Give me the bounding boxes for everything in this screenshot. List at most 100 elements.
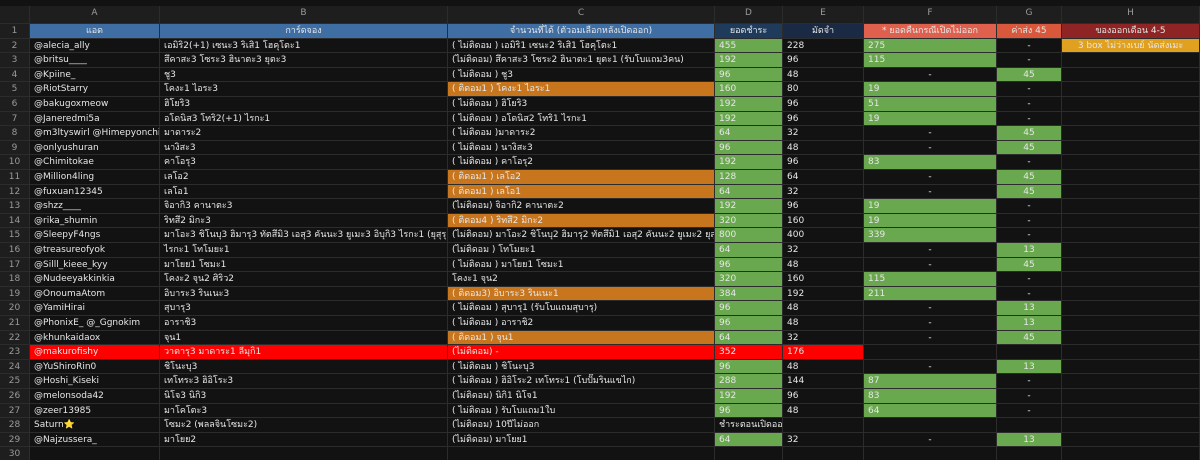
row-number[interactable]: 29 — [0, 432, 30, 448]
cell[interactable]: ( ติดอม3) อิบาระ3 รินเนะ1 — [448, 286, 715, 302]
cell[interactable]: 96 — [715, 403, 783, 419]
cell[interactable]: (ไม่ติดอม) สึคาสะ3 โซระ2 ฮินาตะ1 ยุตะ1 (… — [448, 53, 715, 68]
row-number[interactable]: 5 — [0, 82, 30, 97]
cell[interactable]: 384 — [715, 286, 783, 302]
cell[interactable]: 87 — [864, 374, 997, 389]
cell[interactable]: - — [864, 257, 997, 273]
cell[interactable]: 115 — [864, 272, 997, 287]
cell[interactable]: - — [997, 155, 1062, 170]
cell[interactable]: ( ไม่ติดอม ) เอมิริ1 เซนะ2 ริเสิ1 โฮคุโต… — [448, 38, 715, 54]
cell[interactable]: @RiotStarry — [30, 82, 160, 97]
cell[interactable]: 96 — [783, 111, 864, 127]
cell[interactable]: 13 — [997, 359, 1062, 375]
cell[interactable]: @onlyushuran — [30, 140, 160, 156]
cell[interactable]: 45 — [997, 67, 1062, 83]
row-number[interactable]: 16 — [0, 243, 30, 258]
cell[interactable] — [1062, 199, 1200, 214]
row-number[interactable]: 11 — [0, 170, 30, 185]
cell[interactable]: 800 — [715, 228, 783, 243]
cell[interactable]: โคงะ1 จุน2 — [448, 272, 715, 287]
cell[interactable]: @Janeredmi5a — [30, 111, 160, 127]
cell[interactable] — [1062, 228, 1200, 243]
row-number[interactable]: 10 — [0, 155, 30, 170]
cell[interactable]: 45 — [997, 170, 1062, 185]
cell[interactable]: 32 — [783, 243, 864, 258]
cell[interactable]: ( ไม่ติดอม ) อาราชิ2 — [448, 316, 715, 331]
cell[interactable] — [997, 447, 1062, 460]
cell[interactable]: (ไม่ติดอม) - — [448, 345, 715, 360]
cell[interactable]: 339 — [864, 228, 997, 243]
cell[interactable] — [1062, 286, 1200, 302]
cell[interactable]: 96 — [715, 301, 783, 316]
cell[interactable]: - — [864, 432, 997, 448]
cell[interactable]: 96 — [783, 389, 864, 404]
row-number[interactable]: 27 — [0, 403, 30, 419]
cell[interactable]: 160 — [783, 213, 864, 229]
cell[interactable]: คาโอรุ3 — [160, 155, 448, 170]
cell[interactable]: ( ติดอม1 ) เลโอ1 — [448, 184, 715, 200]
cell[interactable]: 32 — [783, 184, 864, 200]
cell[interactable] — [864, 345, 997, 360]
cell[interactable]: @britsu____ — [30, 53, 160, 68]
cell[interactable]: 64 — [715, 243, 783, 258]
cell[interactable]: สึคาสะ3 โซระ3 ฮินาตะ3 ยุตะ3 — [160, 53, 448, 68]
cell[interactable]: โคงะ1 ไอระ3 — [160, 82, 448, 97]
cell[interactable]: 144 — [783, 374, 864, 389]
cell[interactable]: 3 box ไม่ว่างเบย์ นัดส่งเมะ — [1062, 38, 1200, 54]
cell[interactable]: 96 — [715, 257, 783, 273]
cell[interactable]: โซมะ2 (พลลจินโซมะ2) — [160, 418, 448, 433]
cell[interactable]: - — [997, 38, 1062, 54]
cell[interactable]: จิอากิ3 คานาตะ3 — [160, 199, 448, 214]
cell[interactable]: ( ไม่ติดอม ) อโดนิส2 โทริ1 ไรกะ1 — [448, 111, 715, 127]
row-number[interactable]: 19 — [0, 286, 30, 302]
cell[interactable]: 211 — [864, 286, 997, 302]
cell[interactable] — [997, 345, 1062, 360]
cell[interactable]: (ไม่ติดอม ) โทโมยะ1 — [448, 243, 715, 258]
header-cell[interactable]: การ์ดจอง — [160, 24, 448, 39]
cell[interactable] — [1062, 184, 1200, 200]
cell[interactable]: 32 — [783, 330, 864, 346]
cell[interactable]: @rika_shumin — [30, 213, 160, 229]
row-number[interactable]: 8 — [0, 126, 30, 141]
cell[interactable] — [1062, 345, 1200, 360]
row-number[interactable]: 2 — [0, 38, 30, 54]
cell[interactable]: อิบาระ3 รินเนะ3 — [160, 286, 448, 302]
cell[interactable]: 64 — [715, 126, 783, 141]
cell[interactable]: 64 — [864, 403, 997, 419]
cell[interactable]: 45 — [997, 330, 1062, 346]
cell[interactable] — [1062, 213, 1200, 229]
cell[interactable]: สุบารุ3 — [160, 301, 448, 316]
cell[interactable]: 19 — [864, 82, 997, 97]
cell[interactable]: 192 — [715, 155, 783, 170]
row-number[interactable]: 14 — [0, 213, 30, 229]
cell[interactable]: 32 — [783, 432, 864, 448]
cell[interactable] — [1062, 67, 1200, 83]
cell[interactable]: - — [997, 228, 1062, 243]
cell[interactable]: ริทสึ2 มิกะ3 — [160, 213, 448, 229]
row-number[interactable]: 1 — [0, 24, 30, 39]
row-number[interactable]: 26 — [0, 389, 30, 404]
row-number[interactable]: 15 — [0, 228, 30, 243]
cell[interactable]: ชู3 — [160, 67, 448, 83]
cell[interactable]: 48 — [783, 140, 864, 156]
row-number[interactable]: 6 — [0, 97, 30, 112]
cell[interactable]: @zeer13985 — [30, 403, 160, 419]
cell[interactable]: เลโอ1 — [160, 184, 448, 200]
cell[interactable]: 13 — [997, 432, 1062, 448]
cell[interactable]: 48 — [783, 403, 864, 419]
cell[interactable]: (ไม่ติดอม) มาโอะ2 ชิโนบุ2 ฮิมารุ2 ทัตสึม… — [448, 228, 715, 243]
cell[interactable]: 160 — [783, 272, 864, 287]
cell[interactable]: - — [997, 82, 1062, 97]
cell[interactable]: มาโยย1 โซมะ1 — [160, 257, 448, 273]
column-letter[interactable]: B — [160, 6, 448, 24]
cell[interactable]: 19 — [864, 199, 997, 214]
cell[interactable] — [1062, 140, 1200, 156]
cell[interactable]: - — [997, 213, 1062, 229]
cell[interactable]: 48 — [783, 67, 864, 83]
row-number[interactable]: 20 — [0, 301, 30, 316]
cell[interactable]: @khunkaidaox — [30, 330, 160, 346]
row-number[interactable]: 21 — [0, 316, 30, 331]
cell[interactable]: 160 — [715, 82, 783, 97]
cell[interactable]: 320 — [715, 272, 783, 287]
cell[interactable]: ( ไม่ติดอม ) มาโยย1 โซมะ1 — [448, 257, 715, 273]
